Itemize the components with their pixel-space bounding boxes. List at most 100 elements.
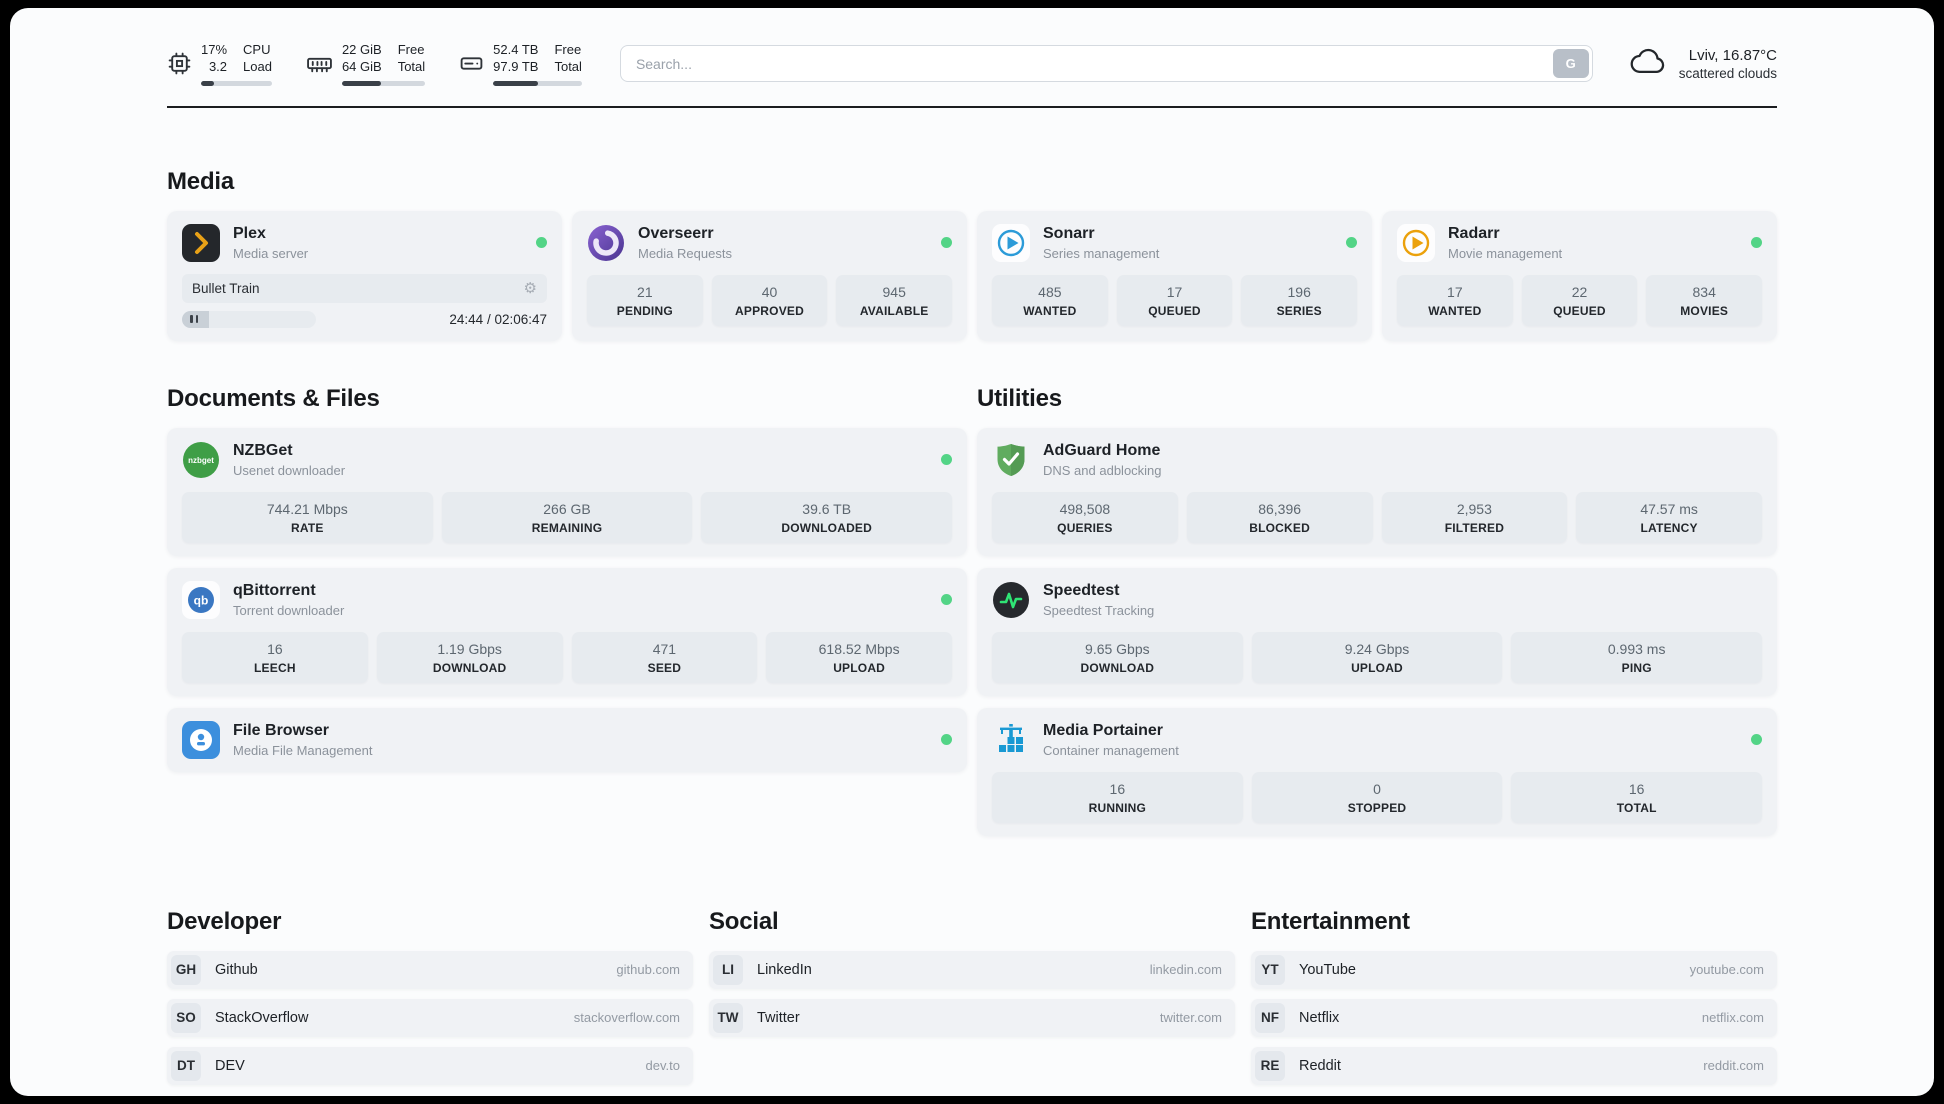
cpu-load-label: Load <box>243 58 272 74</box>
bookmark-name: Twitter <box>757 1009 800 1026</box>
plex-card[interactable]: Plex Media server Bullet Train ⚙ <box>167 210 562 341</box>
media-section: Media Plex Media server <box>167 168 1777 341</box>
app-subtitle: Series management <box>1043 245 1160 261</box>
developer-column: Developer GH Github github.com SO StackO… <box>167 908 693 1085</box>
disk-progress-track <box>493 80 582 86</box>
weather-widget[interactable]: Lviv, 16.87°C scattered clouds <box>1629 46 1777 82</box>
status-dot-online <box>1346 237 1357 249</box>
svg-text:nzbget: nzbget <box>188 456 214 465</box>
bookmark-dev[interactable]: DT DEV dev.to <box>167 1046 693 1085</box>
bookmark-abbr: TW <box>713 1002 743 1033</box>
playback-progress-bar[interactable] <box>182 310 316 328</box>
bookmark-abbr: RE <box>1255 1050 1285 1081</box>
app-title: Media Portainer <box>1043 721 1164 739</box>
overseerr-icon <box>587 224 625 262</box>
app-subtitle: Usenet downloader <box>233 462 346 478</box>
ram-free-label: Free <box>397 42 425 57</box>
cpu-usage-value: 17% <box>201 42 228 57</box>
ram-progress-track <box>341 80 426 86</box>
status-dot-online <box>941 594 952 606</box>
filebrowser-icon <box>182 720 220 759</box>
adguard-card[interactable]: AdGuard Home DNS and adblocking 498,508 Q… <box>977 427 1777 556</box>
app-subtitle: Torrent downloader <box>233 602 345 618</box>
bookmark-stackoverflow[interactable]: SO StackOverflow stackoverflow.com <box>167 998 693 1037</box>
header-divider <box>167 105 1777 108</box>
pause-icon[interactable] <box>190 315 198 324</box>
bookmark-netflix[interactable]: NF Netflix netflix.com <box>1251 998 1777 1037</box>
playback-time: 24:44 / 02:06:47 <box>449 311 547 327</box>
stat-leech: 16 LEECH <box>182 631 368 683</box>
svg-text:qb: qb <box>194 593 209 607</box>
bookmark-url: linkedin.com <box>1149 962 1222 978</box>
disk-monitor: 52.4 TB 97.9 TB Free Total <box>459 42 582 86</box>
bookmark-url: netflix.com <box>1701 1010 1764 1026</box>
bookmark-twitter[interactable]: TW Twitter twitter.com <box>709 998 1235 1037</box>
status-dot-online <box>941 734 952 746</box>
app-title: Radarr <box>1448 224 1500 242</box>
cpu-monitor: 17% 3.2 CPU Load <box>167 42 272 86</box>
plex-icon <box>182 223 220 262</box>
bookmark-linkedin[interactable]: LI LinkedIn linkedin.com <box>709 950 1235 989</box>
stat-upload: 9.24 Gbps UPLOAD <box>1251 631 1503 683</box>
app-title: AdGuard Home <box>1043 441 1161 459</box>
app-subtitle: Media File Management <box>233 742 373 758</box>
weather-condition: scattered clouds <box>1678 65 1777 81</box>
disk-progress-fill <box>493 80 538 86</box>
entertainment-section-title: Entertainment <box>1251 907 1410 935</box>
radarr-card[interactable]: Radarr Movie management 17 WANTED 22 QUEUE… <box>1382 210 1777 341</box>
speedtest-card[interactable]: Speedtest Speedtest Tracking 9.65 Gbps DO… <box>977 567 1777 696</box>
filebrowser-card[interactable]: File Browser Media File Management <box>167 707 967 772</box>
documents-section: Documents & Files nzbget NZBGet Usenet d… <box>167 385 967 772</box>
now-playing-bar[interactable]: Bullet Train ⚙ <box>182 273 547 303</box>
qbittorrent-icon: qb <box>182 580 220 619</box>
nzbget-card[interactable]: nzbget NZBGet Usenet downloader 744.21 M… <box>167 427 967 556</box>
nzbget-icon: nzbget <box>182 441 220 479</box>
dashboard-page: 17% 3.2 CPU Load <box>10 8 1934 1096</box>
app-subtitle: Speedtest Tracking <box>1043 602 1155 618</box>
bookmark-name: Github <box>215 961 258 978</box>
portainer-card[interactable]: Media Portainer Container management 16 R… <box>977 707 1777 836</box>
stat-ping: 0.993 ms PING <box>1511 631 1763 683</box>
radarr-icon <box>1397 223 1435 262</box>
ram-total-label: Total <box>397 58 426 74</box>
app-title: File Browser <box>233 721 330 739</box>
ram-free-value: 22 GiB <box>341 42 382 57</box>
bookmark-youtube[interactable]: YT YouTube youtube.com <box>1251 950 1777 989</box>
stat-queued: 17 QUEUED <box>1116 274 1233 326</box>
app-title: Speedtest <box>1043 581 1120 599</box>
entertainment-column: Entertainment YT YouTube youtube.com NF … <box>1251 908 1777 1085</box>
cpu-icon <box>167 51 192 76</box>
bookmark-name: LinkedIn <box>757 961 812 978</box>
stat-filtered: 2,953 FILTERED <box>1381 491 1568 543</box>
bookmark-url: github.com <box>616 962 680 978</box>
app-subtitle: Media Requests <box>638 245 732 261</box>
hard-drive-icon <box>459 51 484 76</box>
search-input[interactable] <box>619 45 1593 83</box>
bookmark-abbr: DT <box>171 1050 201 1081</box>
bookmark-name: StackOverflow <box>215 1009 309 1026</box>
stat-available: 945 AVAILABLE <box>836 274 953 326</box>
sonarr-card[interactable]: Sonarr Series management 485 WANTED 17 QUE… <box>977 210 1372 341</box>
bookmark-abbr: SO <box>171 1002 201 1033</box>
bookmark-abbr: NF <box>1255 1002 1285 1033</box>
ram-total-value: 64 GiB <box>341 58 382 74</box>
social-section-title: Social <box>709 907 779 935</box>
bookmark-reddit[interactable]: RE Reddit reddit.com <box>1251 1046 1777 1085</box>
qbittorrent-card[interactable]: qb qBittorrent Torrent downloader 16 LEEC… <box>167 567 967 696</box>
cpu-label: CPU <box>243 42 271 57</box>
bookmark-url: youtube.com <box>1689 962 1764 978</box>
bookmark-github[interactable]: GH Github github.com <box>167 950 693 989</box>
playback-progress-fill <box>182 310 209 328</box>
stat-running: 16 RUNNING <box>992 771 1243 823</box>
overseerr-card[interactable]: Overseerr Media Requests 21 PENDING 40 APP… <box>572 210 967 341</box>
gear-icon[interactable]: ⚙ <box>523 280 537 298</box>
stat-queued: 22 QUEUED <box>1521 274 1638 326</box>
search-bar: G <box>619 45 1593 83</box>
cpu-load-value: 3.2 <box>208 58 228 74</box>
stat-movies: 834 MOVIES <box>1646 274 1763 326</box>
status-dot-online <box>941 237 952 249</box>
app-title: qBittorrent <box>233 581 316 599</box>
search-engine-button[interactable]: G <box>1552 49 1589 79</box>
stat-download: 1.19 Gbps DOWNLOAD <box>376 631 563 683</box>
stat-series: 196 SERIES <box>1241 274 1358 326</box>
